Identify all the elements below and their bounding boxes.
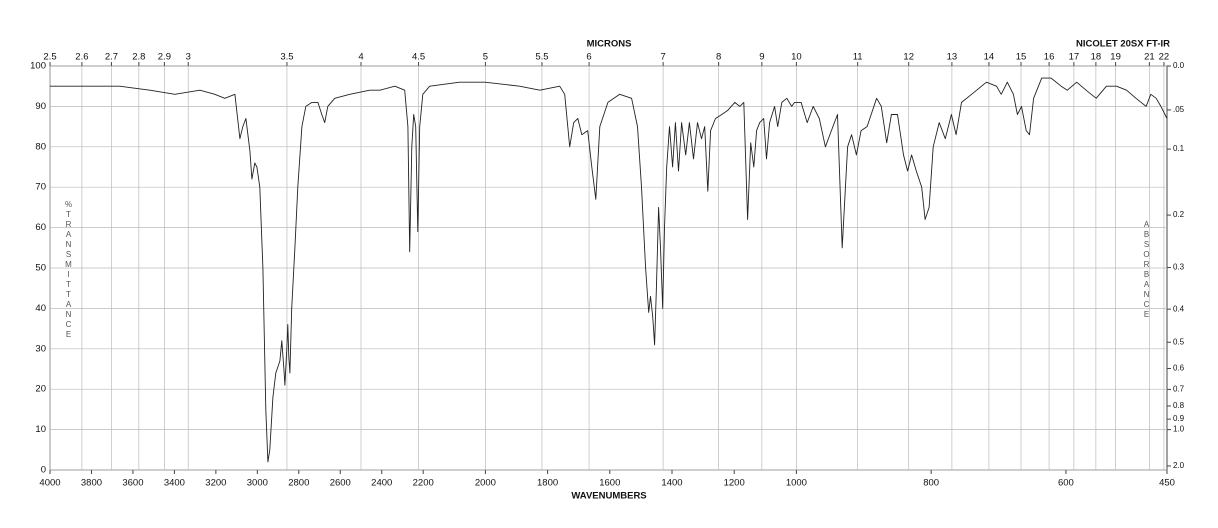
y-tick-label: 60 — [35, 222, 46, 233]
y-tick-label: 30 — [35, 343, 46, 354]
x-tick-label: 3400 — [164, 478, 185, 489]
x2-tick-label: 11 — [853, 52, 863, 63]
x2-tick-label: 12 — [903, 52, 914, 63]
x-tick-label: 1200 — [724, 478, 745, 489]
x2-tick-label: 4.5 — [412, 52, 425, 63]
x-tick-label: 3800 — [81, 478, 102, 489]
y-tick-label: 100 — [30, 61, 46, 72]
y2-tick-label: 0.7 — [1173, 385, 1185, 394]
x2-tick-label: 6 — [586, 52, 591, 63]
y-tick-label: 80 — [35, 141, 46, 152]
y2-tick-label: 2.0 — [1173, 461, 1185, 470]
y-tick-label: 50 — [35, 263, 46, 274]
x2-tick-label: 4 — [358, 52, 363, 63]
x-tick-label: 800 — [923, 478, 939, 489]
spectrum-line — [50, 77, 1168, 463]
x-tick-label: 2400 — [371, 478, 392, 489]
y-tick-label: 10 — [35, 424, 46, 435]
x2-tick-label: 2.6 — [75, 52, 88, 63]
x-tick-label: 1600 — [599, 478, 620, 489]
x2-tick-label: 3.5 — [280, 52, 293, 63]
x-tick-label: 1800 — [537, 478, 558, 489]
x2-tick-label: 17 — [1069, 52, 1080, 63]
x2-tick-label: 18 — [1091, 52, 1102, 63]
x-tick-label: 2800 — [288, 478, 309, 489]
y2-tick-label: 0.8 — [1173, 401, 1185, 410]
x2-tick-label: 2.5 — [43, 52, 56, 63]
x2-tick-label: 2.8 — [132, 52, 145, 63]
y2-axis-label: ABSORBANCE — [1142, 220, 1151, 320]
x-tick-label: 3200 — [205, 478, 226, 489]
x2-tick-label: 3 — [186, 52, 191, 63]
x-tick-label: 2000 — [475, 478, 496, 489]
y2-tick-label: 0.9 — [1173, 414, 1185, 423]
x2-tick-label: 22 — [1159, 52, 1170, 63]
y-axis-label: %TRANSMITTANCE — [64, 200, 73, 340]
x-tick-label: 2600 — [330, 478, 351, 489]
y2-tick-label: 0.6 — [1173, 364, 1185, 373]
chart-title: MICRONS — [587, 39, 632, 50]
x-axis-label: WAVENUMBERS — [571, 491, 646, 502]
x2-tick-label: 8 — [716, 52, 721, 63]
y-tick-label: 20 — [35, 384, 46, 395]
x-tick-label: 3600 — [122, 478, 143, 489]
x2-tick-label: 5.5 — [535, 52, 548, 63]
y2-tick-label: 1.0 — [1173, 425, 1185, 434]
x2-tick-label: 5 — [483, 52, 488, 63]
chart-subtitle: NICOLET 20SX FT-IR — [1076, 39, 1170, 50]
y2-tick-label: 0.1 — [1173, 144, 1185, 153]
x2-tick-label: 15 — [1016, 52, 1027, 63]
y2-tick-label: 0.2 — [1173, 210, 1185, 219]
x-tick-label: 2200 — [413, 478, 434, 489]
x2-tick-label: 9 — [759, 52, 764, 63]
x2-tick-label: 2.9 — [158, 52, 171, 63]
x2-tick-label: 7 — [660, 52, 665, 63]
x2-tick-label: 13 — [947, 52, 958, 63]
x-tick-label: 1400 — [661, 478, 682, 489]
x2-tick-label: 2.7 — [105, 52, 118, 63]
x2-tick-label: 14 — [984, 52, 995, 63]
x-tick-label: 3000 — [247, 478, 268, 489]
y-tick-label: 70 — [35, 182, 46, 193]
x-tick-label: 600 — [1058, 478, 1074, 489]
y-tick-label: 0 — [41, 465, 46, 476]
y-tick-label: 40 — [35, 303, 46, 314]
x2-tick-label: 16 — [1044, 52, 1055, 63]
x2-tick-label: 10 — [791, 52, 802, 63]
x2-tick-label: 21 — [1144, 52, 1155, 63]
x-tick-label: 4000 — [39, 478, 60, 489]
y2-tick-label: 0.3 — [1173, 263, 1185, 272]
y-tick-label: 90 — [35, 101, 46, 112]
x-tick-label: 1000 — [786, 478, 807, 489]
y2-tick-label: 0.5 — [1173, 337, 1185, 346]
x2-tick-label: 19 — [1110, 52, 1121, 63]
y2-tick-label: 0.0 — [1173, 61, 1185, 70]
y2-tick-label: .05 — [1173, 105, 1185, 114]
y2-tick-label: 0.4 — [1173, 304, 1185, 313]
x-tick-label: 450 — [1159, 478, 1175, 489]
